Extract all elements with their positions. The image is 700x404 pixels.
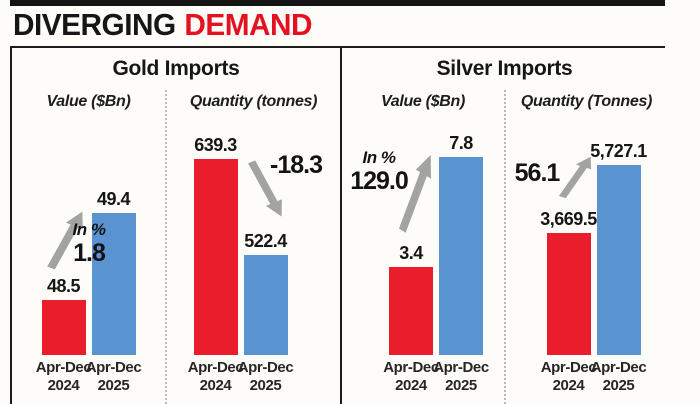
bar-axis-label-line1: Apr-Dec xyxy=(187,358,244,376)
bar-value-label: 49.4 xyxy=(96,188,131,209)
bar-plot-silver-quantity: 3,669.5 Apr-Dec 2024 5,727.1 Apr-Dec 2025 xyxy=(506,141,667,397)
bar-value-label: 7.8 xyxy=(449,132,473,153)
change-callout-gold-value: In % 1.8 xyxy=(58,220,120,266)
bar-axis-label-line1: Apr-Dec xyxy=(590,358,647,376)
change-value: 1.8 xyxy=(73,239,106,267)
change-callout-silver-quantity: 56.1 xyxy=(510,159,564,187)
bar-axis-label-line1: Apr-Dec xyxy=(540,358,597,376)
bar-value-label: 48.5 xyxy=(46,275,81,296)
bar-2024: 3,669.5 Apr-Dec 2024 xyxy=(540,209,597,397)
bar-axis-label-line1: Apr-Dec xyxy=(433,358,489,376)
chart-frame: Gold Imports Value ($Bn) In % 1.8 48.5 xyxy=(10,46,665,404)
change-callout-gold-quantity: -18.3 xyxy=(267,151,325,179)
bar-value-label: 639.3 xyxy=(194,134,237,155)
bar-value-label: 3,669.5 xyxy=(540,208,597,229)
change-value: 56.1 xyxy=(514,159,561,187)
bar-axis-label-line2: 2024 xyxy=(395,377,427,395)
chart-subtitle-silver-value: Value ($Bn) xyxy=(380,93,466,110)
bar-axis-label-line1: Apr-Dec xyxy=(35,358,92,376)
bar-rect-2025 xyxy=(596,164,641,355)
trend-up-arrow-icon xyxy=(396,150,434,236)
bar-2025: 5,727.1 Apr-Dec 2025 xyxy=(590,141,647,397)
bar-axis-label: Apr-Dec 2025 xyxy=(586,359,652,397)
bar-axis-label-line2: 2024 xyxy=(47,377,80,395)
bar-2025: 49.4 Apr-Dec 2025 xyxy=(86,188,142,397)
chart-subtitle-gold-quantity: Quantity (tonnes) xyxy=(189,93,318,110)
top-rule-bar xyxy=(10,0,665,6)
change-label: In % xyxy=(72,220,106,239)
chart-silver-value: Value ($Bn) In % 129.0 3.4 Apr-Dec 2024 xyxy=(342,90,504,404)
chart-subtitle-silver-quantity: Quantity (Tonnes) xyxy=(520,93,653,110)
bar-plot-silver-value: 3.4 Apr-Dec 2024 7.8 Apr-Dec 2025 xyxy=(342,133,504,397)
bar-value-label: 522.4 xyxy=(244,230,287,251)
bar-axis-label: Apr-Dec 2024 xyxy=(536,359,602,397)
trend-up-arrow-icon xyxy=(44,208,86,272)
bar-axis-label: Apr-Dec 2025 xyxy=(428,359,494,397)
bar-axis-label-line2: 2025 xyxy=(249,377,282,395)
chart-gold-quantity: Quantity (tonnes) -18.3 639.3 Apr-Dec 202… xyxy=(165,90,340,404)
bar-axis-label-line1: Apr-Dec xyxy=(85,358,142,376)
bar-rect-2024 xyxy=(193,158,238,355)
trend-down-arrow-icon xyxy=(245,158,285,220)
bar-axis-label-line1: Apr-Dec xyxy=(383,358,439,376)
bar-2025: 522.4 Apr-Dec 2025 xyxy=(238,230,294,397)
bar-axis-label-line2: 2025 xyxy=(602,377,635,395)
bar-2024: 639.3 Apr-Dec 2024 xyxy=(188,134,244,397)
change-value: -18.3 xyxy=(270,151,323,179)
bar-axis-label-line2: 2025 xyxy=(97,377,130,395)
bar-rect-2025 xyxy=(439,156,483,355)
page-title-part2: DEMAND xyxy=(184,7,313,42)
bar-axis-label-line1: Apr-Dec xyxy=(237,358,294,376)
panel-gold-imports: Gold Imports Value ($Bn) In % 1.8 48.5 xyxy=(12,48,340,404)
bar-2025: 7.8 Apr-Dec 2025 xyxy=(433,132,489,397)
bar-axis-label-line2: 2025 xyxy=(445,377,477,395)
panel-silver-imports: Silver Imports Value ($Bn) In % 129.0 3.… xyxy=(340,48,667,404)
bar-axis-label: Apr-Dec 2025 xyxy=(233,359,299,397)
chart-silver-quantity: Quantity (Tonnes) 56.1 3,669.5 Apr-Dec 20… xyxy=(504,90,667,404)
page-title: DIVERGING DEMAND xyxy=(13,7,313,43)
silver-subcharts-row: Value ($Bn) In % 129.0 3.4 Apr-Dec 2024 xyxy=(342,90,667,404)
page-title-part1: DIVERGING xyxy=(13,7,176,42)
bar-axis-label-line2: 2024 xyxy=(199,377,232,395)
panel-title-silver: Silver Imports xyxy=(436,57,573,80)
panel-title-gold: Gold Imports xyxy=(112,57,240,80)
change-value: 129.0 xyxy=(350,167,409,195)
trend-up-arrow-icon xyxy=(556,154,594,200)
bar-rect-2024 xyxy=(389,266,433,355)
bar-2024: 3.4 Apr-Dec 2024 xyxy=(383,242,439,397)
bar-plot-gold-quantity: 639.3 Apr-Dec 2024 522.4 Apr-Dec 2025 xyxy=(167,135,340,397)
bar-rect-2024 xyxy=(41,299,86,355)
bar-axis-label: Apr-Dec 2024 xyxy=(31,359,97,397)
change-label: In % xyxy=(362,148,396,167)
chart-gold-value: Value ($Bn) In % 1.8 48.5 Apr-Dec 2024 xyxy=(12,90,165,404)
bar-rect-2025 xyxy=(91,212,136,355)
bar-value-label: 5,727.1 xyxy=(590,140,647,161)
bar-axis-label: Apr-Dec 2025 xyxy=(81,359,147,397)
bar-plot-gold-value: 48.5 Apr-Dec 2024 49.4 Apr-Dec 2025 xyxy=(12,189,165,397)
gold-subcharts-row: Value ($Bn) In % 1.8 48.5 Apr-Dec 2024 xyxy=(12,90,340,404)
bar-axis-label-line2: 2024 xyxy=(552,377,585,395)
bar-axis-label: Apr-Dec 2024 xyxy=(378,359,444,397)
bar-axis-label: Apr-Dec 2024 xyxy=(183,359,249,397)
change-callout-silver-value: In % 129.0 xyxy=(346,148,412,194)
bar-value-label: 3.4 xyxy=(399,242,423,263)
bar-2024: 48.5 Apr-Dec 2024 xyxy=(36,275,92,397)
bar-rect-2024 xyxy=(546,232,591,355)
chart-subtitle-gold-value: Value ($Bn) xyxy=(46,93,131,110)
bar-rect-2025 xyxy=(243,254,288,355)
